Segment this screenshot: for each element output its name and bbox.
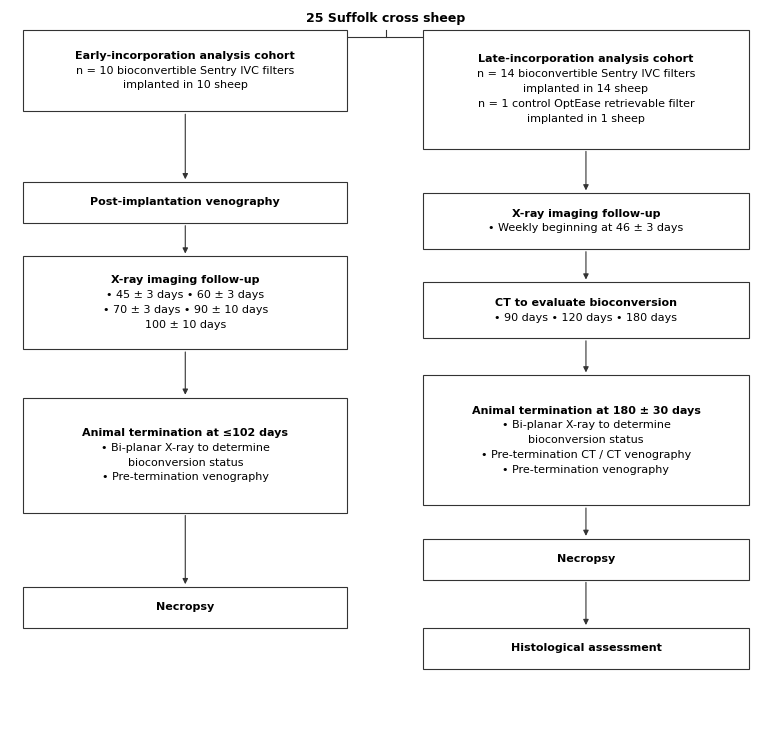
Bar (423, 539, 749, 580)
Bar (23, 182, 347, 223)
Text: 100 ± 10 days: 100 ± 10 days (144, 320, 226, 330)
Bar (23, 30, 347, 111)
Text: Necropsy: Necropsy (557, 554, 615, 564)
Bar (423, 193, 749, 249)
Text: bioconversion status: bioconversion status (528, 435, 644, 445)
Text: • Weekly beginning at 46 ± 3 days: • Weekly beginning at 46 ± 3 days (489, 224, 683, 233)
Text: bioconversion status: bioconversion status (127, 458, 243, 467)
Text: implanted in 1 sheep: implanted in 1 sheep (527, 114, 645, 124)
Text: implanted in 14 sheep: implanted in 14 sheep (523, 84, 648, 94)
Bar (423, 375, 749, 505)
Text: X-ray imaging follow-up: X-ray imaging follow-up (512, 209, 660, 218)
Text: Post-implantation venography: Post-implantation venography (90, 198, 280, 207)
Text: Necropsy: Necropsy (156, 603, 215, 612)
Text: n = 10 bioconvertible Sentry IVC filters: n = 10 bioconvertible Sentry IVC filters (76, 65, 294, 76)
Text: Histological assessment: Histological assessment (510, 643, 662, 653)
Text: Animal termination at ≤102 days: Animal termination at ≤102 days (83, 428, 288, 438)
Text: • Pre-termination venography: • Pre-termination venography (102, 473, 269, 482)
Text: n = 1 control OptEase retrievable filter: n = 1 control OptEase retrievable filter (478, 99, 694, 109)
Bar (423, 30, 749, 149)
Text: • Pre-termination venography: • Pre-termination venography (503, 465, 669, 475)
Text: CT to evaluate bioconversion: CT to evaluate bioconversion (495, 298, 677, 308)
Bar (23, 398, 347, 513)
Text: implanted in 10 sheep: implanted in 10 sheep (123, 80, 248, 91)
Text: X-ray imaging follow-up: X-ray imaging follow-up (111, 276, 259, 285)
Bar (423, 282, 749, 338)
Text: Early-incorporation analysis cohort: Early-incorporation analysis cohort (76, 51, 295, 61)
Text: • Bi-planar X-ray to determine: • Bi-planar X-ray to determine (502, 421, 670, 430)
Text: Late-incorporation analysis cohort: Late-incorporation analysis cohort (479, 54, 693, 65)
Text: • 90 days • 120 days • 180 days: • 90 days • 120 days • 180 days (494, 313, 678, 322)
Text: • 45 ± 3 days • 60 ± 3 days: • 45 ± 3 days • 60 ± 3 days (107, 291, 264, 300)
Bar (23, 256, 347, 349)
Text: • 70 ± 3 days • 90 ± 10 days: • 70 ± 3 days • 90 ± 10 days (103, 305, 268, 315)
Text: • Bi-planar X-ray to determine: • Bi-planar X-ray to determine (101, 443, 269, 452)
Text: • Pre-termination CT / CT venography: • Pre-termination CT / CT venography (481, 450, 691, 460)
Text: Animal termination at 180 ± 30 days: Animal termination at 180 ± 30 days (472, 406, 700, 415)
Bar (23, 587, 347, 628)
Text: n = 14 bioconvertible Sentry IVC filters: n = 14 bioconvertible Sentry IVC filters (477, 69, 695, 80)
Text: 25 Suffolk cross sheep: 25 Suffolk cross sheep (306, 12, 466, 25)
Bar (423, 628, 749, 669)
